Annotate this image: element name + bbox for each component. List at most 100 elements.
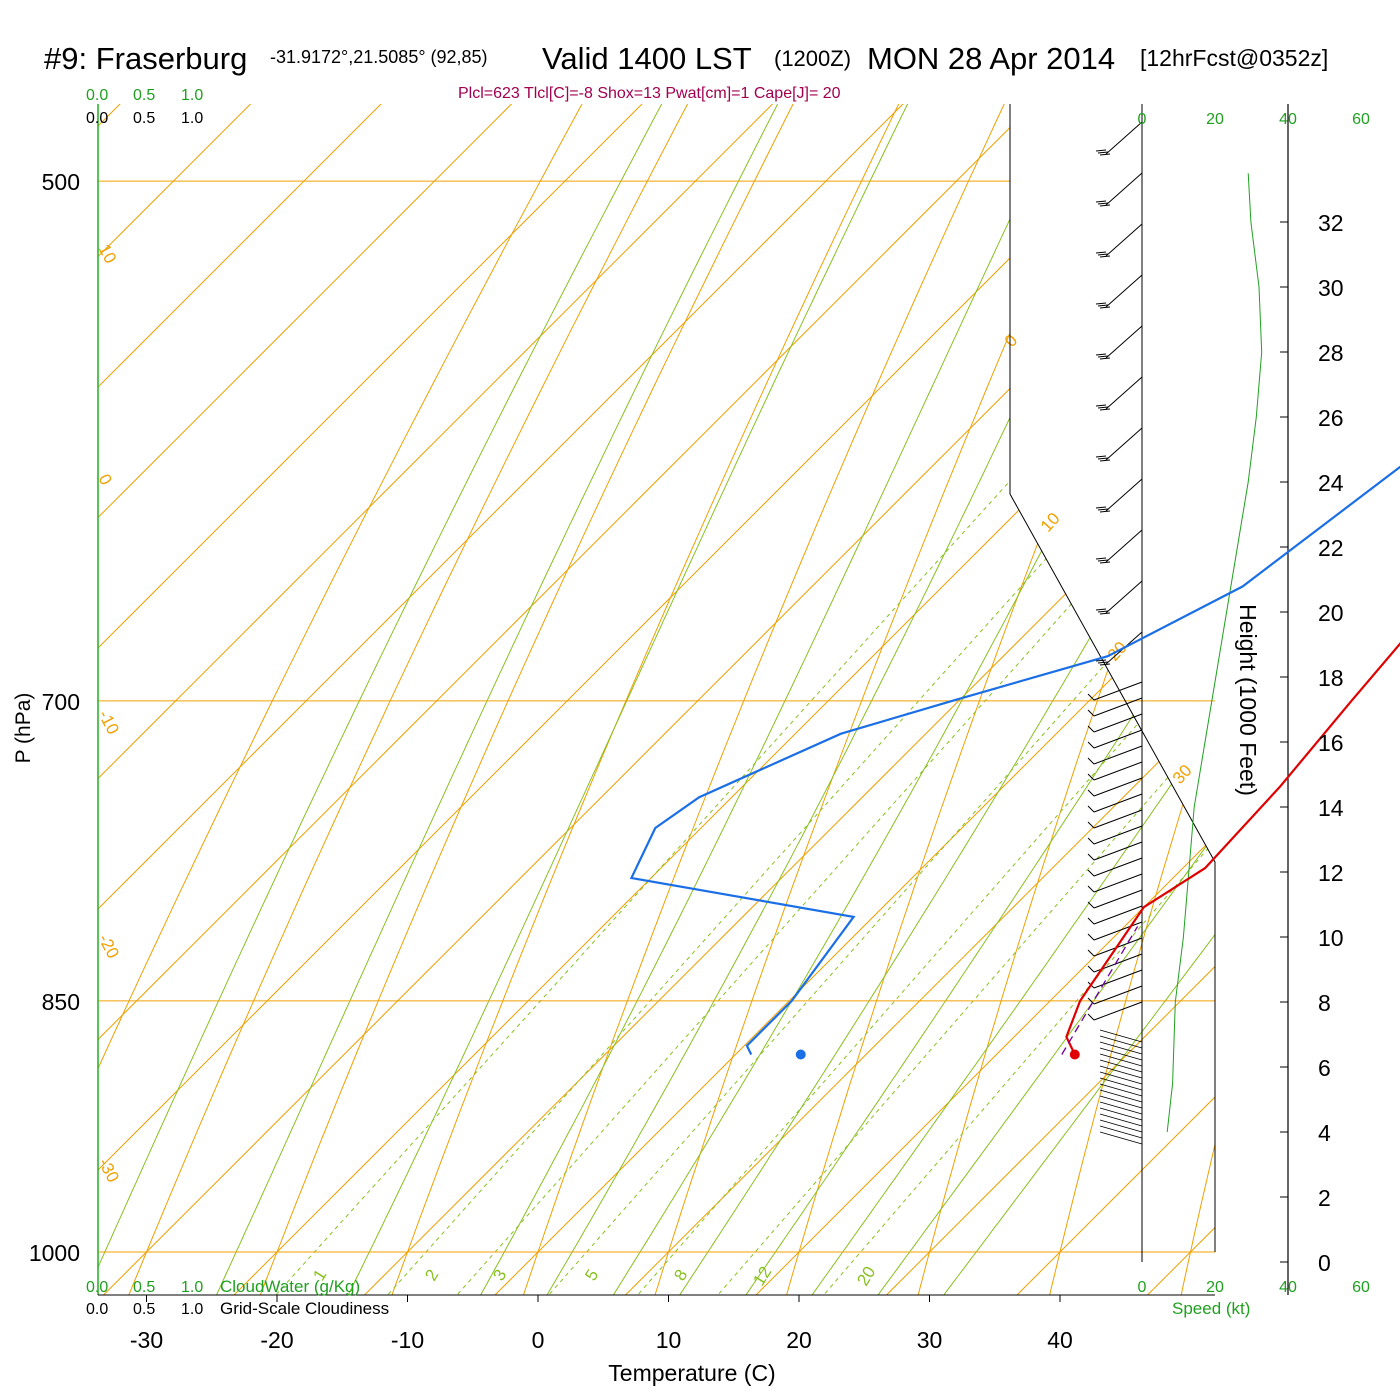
mixing-ratio-line xyxy=(596,104,1215,1295)
moist-adiabat xyxy=(918,104,1215,1295)
cloudwater-tick: 0.0 xyxy=(86,87,108,104)
cloudwater-tick: 1.0 xyxy=(181,87,203,104)
moist-adiabat xyxy=(331,104,1215,1295)
wind-barbs xyxy=(1087,121,1143,1145)
dry-adiabat xyxy=(772,104,1215,1295)
wind-speed-tick: 40 xyxy=(1279,111,1297,128)
wind-barb-flag xyxy=(1087,885,1095,893)
wind-barb-flag xyxy=(1095,557,1107,560)
dewpoint-line xyxy=(629,465,1400,1055)
wind-barb xyxy=(1093,889,1143,909)
surface-dewpoint-dot xyxy=(795,1049,806,1060)
wind-barb-flag xyxy=(1087,853,1095,861)
moist-adiabat xyxy=(853,104,1215,1295)
height-tick-label: 32 xyxy=(1318,210,1344,236)
plot-frame xyxy=(97,104,1289,1296)
moist-adiabat xyxy=(592,104,1215,1295)
cloudwater-tick: 0.0 xyxy=(86,1279,108,1296)
isotherm-line xyxy=(98,104,1215,1295)
wind-barb-flag xyxy=(1099,612,1111,615)
wind-barb-flag xyxy=(1087,837,1095,845)
wind-barb-flag xyxy=(1087,789,1095,797)
height-tick-label: 8 xyxy=(1318,990,1331,1016)
dry-adiabat xyxy=(507,104,1215,1295)
cloudwater-label: CloudWater (g/Kg) xyxy=(220,1277,360,1296)
height-tick-label: 4 xyxy=(1318,1120,1331,1146)
wind-barb-flag xyxy=(1095,251,1107,254)
wind-barb-flag xyxy=(1099,153,1111,156)
isotherm-line xyxy=(186,104,1215,1295)
temperature-line xyxy=(1065,642,1400,1055)
wind-speed-tick: 0 xyxy=(1138,111,1147,128)
moist-adiabat xyxy=(723,104,1215,1295)
moist-adiabat xyxy=(462,104,1215,1295)
wind-barb-flag xyxy=(1087,773,1095,781)
mixing-ratio-line xyxy=(233,104,1215,1295)
temp-tick-label: -30 xyxy=(130,1327,163,1353)
wind-speed-tick: 20 xyxy=(1206,1279,1224,1296)
temp-tick-label: -10 xyxy=(391,1327,424,1353)
moist-adiabat xyxy=(201,104,1215,1295)
height-tick-label: 28 xyxy=(1318,340,1344,366)
cloudiness-tick: 0.0 xyxy=(86,110,108,127)
isotherm-line xyxy=(839,104,1215,1295)
wind-barb xyxy=(1105,172,1143,206)
wind-barb-flag xyxy=(1099,510,1111,513)
cloudiness-tick: 1.0 xyxy=(181,110,203,127)
forecast-info: [12hrFcst@0352z] xyxy=(1140,45,1328,71)
wind-barb-flag xyxy=(1097,457,1109,460)
dry-adiabat xyxy=(98,104,1215,1295)
right-axis-title: Height (1000 Feet) xyxy=(1235,604,1261,796)
background-line-label: 10 xyxy=(1037,509,1064,536)
cloudiness-label: Grid-Scale Cloudiness xyxy=(220,1299,389,1318)
mixing-ratio-line xyxy=(414,104,1215,1295)
isotherm-line xyxy=(98,104,1215,1295)
cloudwater-tick: 0.5 xyxy=(133,87,155,104)
temp-tick-label: 10 xyxy=(656,1327,682,1353)
wind-barb xyxy=(1105,121,1143,155)
isotherm-line xyxy=(447,104,1215,1295)
dry-adiabat xyxy=(374,104,1215,1295)
wind-barb xyxy=(1093,713,1143,733)
isotherm-line xyxy=(98,104,1215,1295)
isobar-lines xyxy=(98,180,1215,1253)
wind-barb-flag xyxy=(1095,608,1107,611)
wind-barb-flag xyxy=(1099,561,1111,564)
isotherm-line xyxy=(98,104,1215,1295)
height-tick-label: 20 xyxy=(1318,600,1344,626)
station-title: #9: Fraserburg xyxy=(44,41,247,76)
moist-adiabat xyxy=(98,104,1215,1295)
wind-barb-flag xyxy=(1099,408,1111,411)
wind-barb-flag xyxy=(1095,302,1107,305)
wind-barb xyxy=(1093,873,1143,893)
wind-barb-flag xyxy=(1099,459,1111,462)
wind-barb xyxy=(1099,1125,1143,1139)
wind-barb xyxy=(1093,985,1143,1005)
wind-barb-flag xyxy=(1087,1013,1095,1021)
wind-barb-flag xyxy=(1087,965,1095,973)
temp-tick-label: 0 xyxy=(532,1327,545,1353)
height-tick-label: 0 xyxy=(1318,1250,1331,1276)
wind-barb-flag xyxy=(1087,949,1095,957)
wind-barb-flag xyxy=(1097,406,1109,409)
wind-barb-flag xyxy=(1087,741,1095,749)
height-tick-label: 26 xyxy=(1318,405,1344,431)
pressure-tick-label: 1000 xyxy=(29,1240,80,1266)
wind-speed-tick: 60 xyxy=(1352,111,1370,128)
wind-barb xyxy=(1099,1089,1143,1103)
dry-adiabat xyxy=(1038,104,1215,1295)
wind-barb-flag xyxy=(1097,610,1109,613)
isotherm-line xyxy=(578,104,1215,1295)
moist-adiabat xyxy=(657,104,1215,1295)
mixing-ratio-line xyxy=(507,104,1215,1295)
moist-adiabat-lines xyxy=(98,104,1215,1295)
wind-barb-flag xyxy=(1087,725,1095,733)
wind-barb xyxy=(1099,1071,1143,1085)
pressure-tick-label: 850 xyxy=(42,989,80,1015)
axes: -30-20-100102030402503004005007008501000… xyxy=(29,169,1344,1353)
wind-barb-flag xyxy=(1099,357,1111,360)
wind-barb-flag xyxy=(1097,559,1109,562)
wind-barb-flag xyxy=(1099,255,1111,258)
